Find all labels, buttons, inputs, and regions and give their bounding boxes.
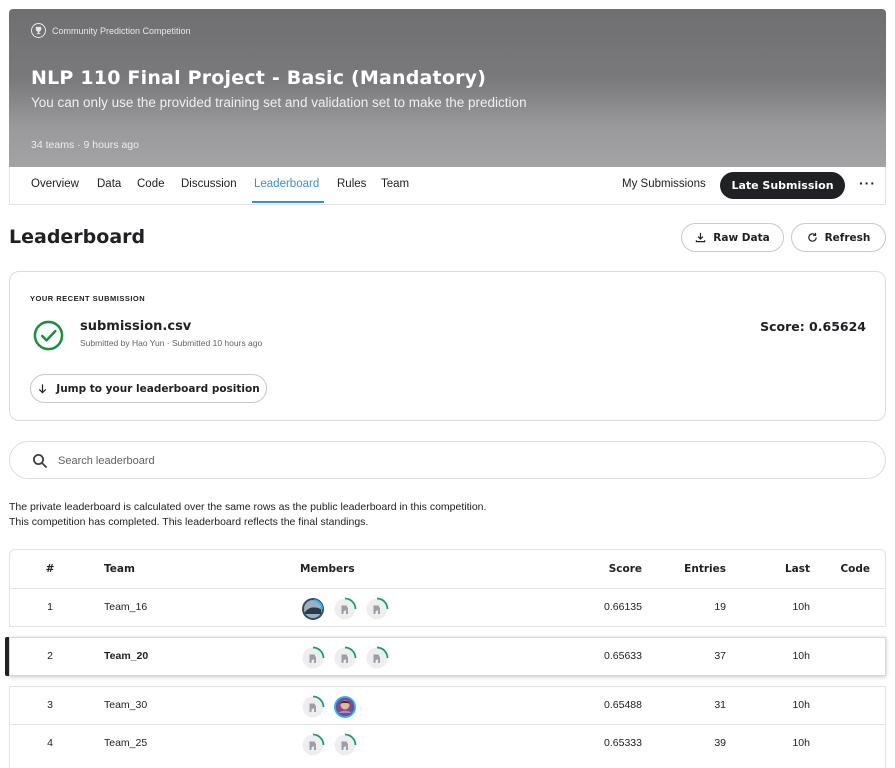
member-avatar[interactable] [301, 646, 325, 670]
arrow-down-icon [39, 384, 47, 394]
row-members [301, 597, 389, 621]
row-entries: 39 [714, 737, 726, 749]
active-tab-indicator [252, 201, 324, 203]
row-score: 0.65333 [604, 737, 642, 749]
row-entries: 37 [714, 650, 726, 662]
leaderboard-title: Leaderboard [9, 226, 146, 248]
search-icon [33, 454, 47, 468]
competition-kind: Community Prediction Competition [31, 23, 191, 38]
late-submission-button[interactable]: Late Submission [720, 172, 845, 199]
table-row[interactable]: 4 Team_25 0.65333 39 10h [9, 724, 886, 768]
row-last: 10h [792, 601, 810, 613]
row-last: 10h [792, 699, 810, 711]
competition-header: Community Prediction Competition NLP 110… [9, 9, 886, 167]
jump-label: Jump to your leaderboard position [56, 382, 260, 395]
member-avatar[interactable] [333, 733, 357, 757]
member-avatar[interactable] [365, 646, 389, 670]
row-rank: 3 [47, 699, 53, 711]
header-code: Code [840, 563, 870, 575]
tab-team[interactable]: Team [381, 178, 410, 190]
refresh-button[interactable]: Refresh [791, 223, 886, 252]
trophy-icon [31, 23, 46, 38]
tab-rules[interactable]: Rules [337, 178, 367, 190]
leaderboard-search [9, 441, 886, 479]
row-score: 0.65633 [604, 650, 642, 662]
member-avatar[interactable] [333, 646, 357, 670]
leaderboard-notice: The private leaderboard is calculated ov… [9, 500, 486, 530]
row-team[interactable]: Team_20 [104, 650, 149, 662]
row-rank: 2 [47, 650, 53, 662]
header-team: Team [104, 563, 135, 575]
row-rank: 1 [47, 601, 53, 613]
leaderboard-table-header: # Team Members Score Entries Last Code [9, 549, 886, 589]
tab-data[interactable]: Data [97, 178, 122, 190]
competition-subtitle: You can only use the provided training s… [31, 95, 527, 110]
competition-kind-label: Community Prediction Competition [52, 25, 191, 36]
header-last: Last [784, 563, 810, 575]
tab-overview[interactable]: Overview [31, 178, 79, 190]
row-entries: 19 [714, 601, 726, 613]
competition-tabs: Overview Data Code Discussion Leaderboar… [9, 167, 886, 205]
success-check-icon [33, 320, 64, 351]
row-team[interactable]: Team_16 [104, 601, 148, 613]
table-row[interactable]: 1 Team_16 0.66135 19 10h [9, 588, 886, 627]
refresh-label: Refresh [824, 231, 871, 244]
table-row-current-team[interactable]: 2 Team_20 0.65633 37 10h [5, 637, 886, 676]
tab-leaderboard[interactable]: Leaderboard [254, 178, 320, 190]
row-members [301, 733, 357, 757]
raw-data-button[interactable]: Raw Data [681, 223, 784, 252]
table-row[interactable]: 3 Team_30 0.65488 31 10h [9, 686, 886, 725]
row-score: 0.65488 [604, 699, 642, 711]
recent-submission-label: YOUR RECENT SUBMISSION [30, 294, 146, 303]
more-options-icon[interactable]: ··· [859, 175, 876, 191]
row-members [301, 695, 357, 719]
current-team-indicator [5, 637, 9, 676]
notice-line-2: This competition has completed. This lea… [9, 516, 369, 528]
jump-to-position-button[interactable]: Jump to your leaderboard position [30, 374, 267, 403]
member-avatar[interactable] [333, 597, 357, 621]
tab-code[interactable]: Code [137, 178, 165, 190]
submission-filename[interactable]: submission.csv [80, 319, 192, 334]
header-members: Members [300, 563, 355, 575]
header-entries: Entries [684, 563, 726, 575]
tab-discussion[interactable]: Discussion [181, 178, 237, 190]
recent-submission-card: YOUR RECENT SUBMISSION submission.csv Su… [9, 271, 886, 421]
raw-data-label: Raw Data [713, 231, 770, 244]
member-avatar[interactable] [301, 695, 325, 719]
row-entries: 31 [714, 699, 726, 711]
row-rank: 4 [47, 737, 53, 749]
competition-title: NLP 110 Final Project - Basic (Mandatory… [31, 67, 487, 89]
member-avatar[interactable] [301, 733, 325, 757]
member-avatar[interactable] [333, 695, 357, 719]
submission-score: Score: 0.65624 [760, 319, 866, 334]
row-last: 10h [792, 737, 810, 749]
header-rank: # [45, 563, 55, 575]
row-last: 10h [792, 650, 810, 662]
member-avatar[interactable] [301, 597, 325, 621]
row-team[interactable]: Team_30 [104, 699, 148, 711]
download-icon [696, 232, 706, 243]
refresh-icon [807, 232, 817, 242]
notice-line-1: The private leaderboard is calculated ov… [9, 501, 487, 513]
my-submissions-link[interactable]: My Submissions [622, 178, 706, 190]
row-members [301, 646, 389, 670]
row-score: 0.66135 [604, 601, 642, 613]
row-team[interactable]: Team_25 [104, 737, 148, 749]
member-avatar[interactable] [365, 597, 389, 621]
submission-meta: Submitted by Hao Yun · Submitted 10 hour… [80, 338, 263, 348]
search-input[interactable] [58, 451, 838, 471]
competition-meta: 34 teams · 9 hours ago [31, 139, 139, 151]
header-score: Score [608, 563, 642, 575]
